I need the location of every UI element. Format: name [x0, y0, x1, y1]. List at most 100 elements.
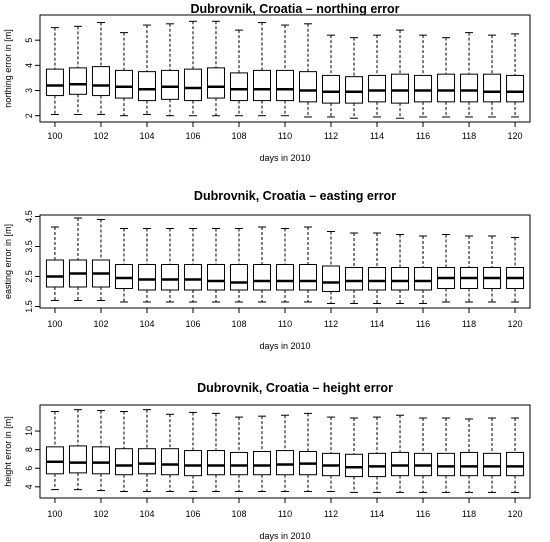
- box-group: [68, 217, 87, 301]
- box-iqr: [206, 450, 225, 476]
- box-iqr: [229, 72, 248, 102]
- box-iqr: [322, 74, 341, 104]
- box-group: [276, 24, 294, 117]
- chart-panel: Dubrovnik, Croatia – easting error eastin…: [3, 189, 531, 351]
- box-group: [114, 32, 133, 117]
- box-iqr: [437, 452, 456, 477]
- box-iqr: [276, 69, 294, 102]
- box-iqr: [483, 452, 502, 477]
- box-group: [114, 411, 133, 492]
- y-tick-label: 1.5: [24, 300, 34, 313]
- chart-panel: Dubrovnik, Croatia – height error height …: [3, 381, 531, 541]
- box-iqr: [252, 451, 271, 476]
- box-iqr: [45, 446, 64, 475]
- box-group: [183, 411, 202, 492]
- box-iqr: [299, 71, 318, 103]
- box-group: [391, 414, 410, 493]
- y-axis-label: easting error in [m]: [3, 224, 13, 299]
- box-iqr: [345, 453, 364, 478]
- box-group: [206, 228, 225, 303]
- x-axis-label: days in 2010: [259, 341, 310, 351]
- box-iqr: [483, 73, 502, 103]
- x-tick-label: 116: [416, 131, 430, 141]
- x-tick-label: 118: [462, 319, 476, 329]
- y-tick-label: 6: [24, 466, 34, 471]
- x-tick-label: 114: [370, 131, 384, 141]
- y-tick-label: 8: [24, 447, 34, 452]
- box-group: [368, 232, 387, 304]
- box-group: [460, 32, 479, 118]
- box-group: [506, 417, 525, 493]
- box-iqr: [183, 450, 202, 477]
- x-tick-label: 108: [231, 319, 246, 329]
- x-tick-label: 108: [231, 509, 246, 519]
- box-group: [160, 228, 179, 303]
- x-tick-label: 100: [47, 319, 62, 329]
- y-tick-label: 10: [24, 426, 34, 436]
- box-iqr: [345, 267, 364, 291]
- box-iqr: [460, 451, 479, 477]
- box-group: [437, 234, 456, 303]
- y-tick-label: 3: [24, 88, 34, 93]
- box-iqr: [276, 450, 294, 476]
- box-group: [460, 235, 479, 303]
- box-group: [391, 234, 410, 304]
- charts-container: Dubrovnik, Croatia – northing error north…: [3, 2, 531, 541]
- x-tick-label: 100: [47, 509, 62, 519]
- box-iqr: [322, 265, 341, 292]
- box-iqr: [114, 448, 133, 476]
- x-tick-label: 112: [324, 131, 338, 141]
- box-group: [322, 34, 341, 118]
- box-group: [45, 27, 64, 115]
- box-group: [299, 23, 318, 118]
- box-group: [45, 226, 64, 301]
- box-iqr: [414, 74, 433, 103]
- x-tick-label: 120: [508, 509, 523, 519]
- box-iqr: [206, 67, 225, 99]
- box-group: [276, 414, 294, 492]
- box-group: [506, 33, 525, 118]
- y-tick-label: 4: [24, 63, 34, 68]
- box-group: [91, 410, 110, 492]
- x-tick-label: 110: [278, 509, 292, 519]
- box-group: [391, 29, 410, 119]
- x-tick-label: 100: [47, 131, 62, 141]
- box-iqr: [252, 69, 271, 102]
- box-iqr: [460, 73, 479, 103]
- x-axis-label: days in 2010: [259, 153, 310, 163]
- box-group: [68, 409, 87, 491]
- box-iqr: [368, 267, 387, 291]
- box-iqr: [68, 445, 87, 474]
- box-group: [345, 417, 364, 493]
- box-group: [229, 416, 248, 492]
- chart-title: Dubrovnik, Croatia – easting error: [194, 189, 396, 203]
- box-iqr: [137, 264, 156, 291]
- x-tick-label: 108: [231, 131, 246, 141]
- box-iqr: [368, 452, 387, 478]
- x-tick-label: 120: [508, 131, 523, 141]
- box-iqr: [229, 264, 248, 291]
- box-iqr: [368, 74, 387, 103]
- box-group: [45, 411, 64, 491]
- box-group: [345, 232, 364, 304]
- x-tick-label: 114: [370, 509, 384, 519]
- x-tick-label: 102: [93, 131, 108, 141]
- box-group: [322, 231, 341, 304]
- box-group: [252, 226, 271, 303]
- box-iqr: [345, 76, 364, 104]
- x-tick-label: 106: [185, 131, 200, 141]
- x-axis-label: days in 2010: [259, 531, 310, 541]
- y-tick-label: 5: [24, 38, 34, 43]
- box-iqr: [114, 69, 133, 99]
- y-tick-label: 2.5: [24, 270, 34, 283]
- box-iqr: [91, 66, 110, 97]
- box-group: [91, 219, 110, 301]
- box-group: [483, 34, 502, 118]
- x-tick-label: 102: [93, 509, 108, 519]
- y-axis-label: height error in [m]: [3, 416, 13, 487]
- box-group: [437, 417, 456, 493]
- x-tick-label: 120: [508, 319, 523, 329]
- box-group: [276, 228, 294, 303]
- box-group: [414, 235, 433, 304]
